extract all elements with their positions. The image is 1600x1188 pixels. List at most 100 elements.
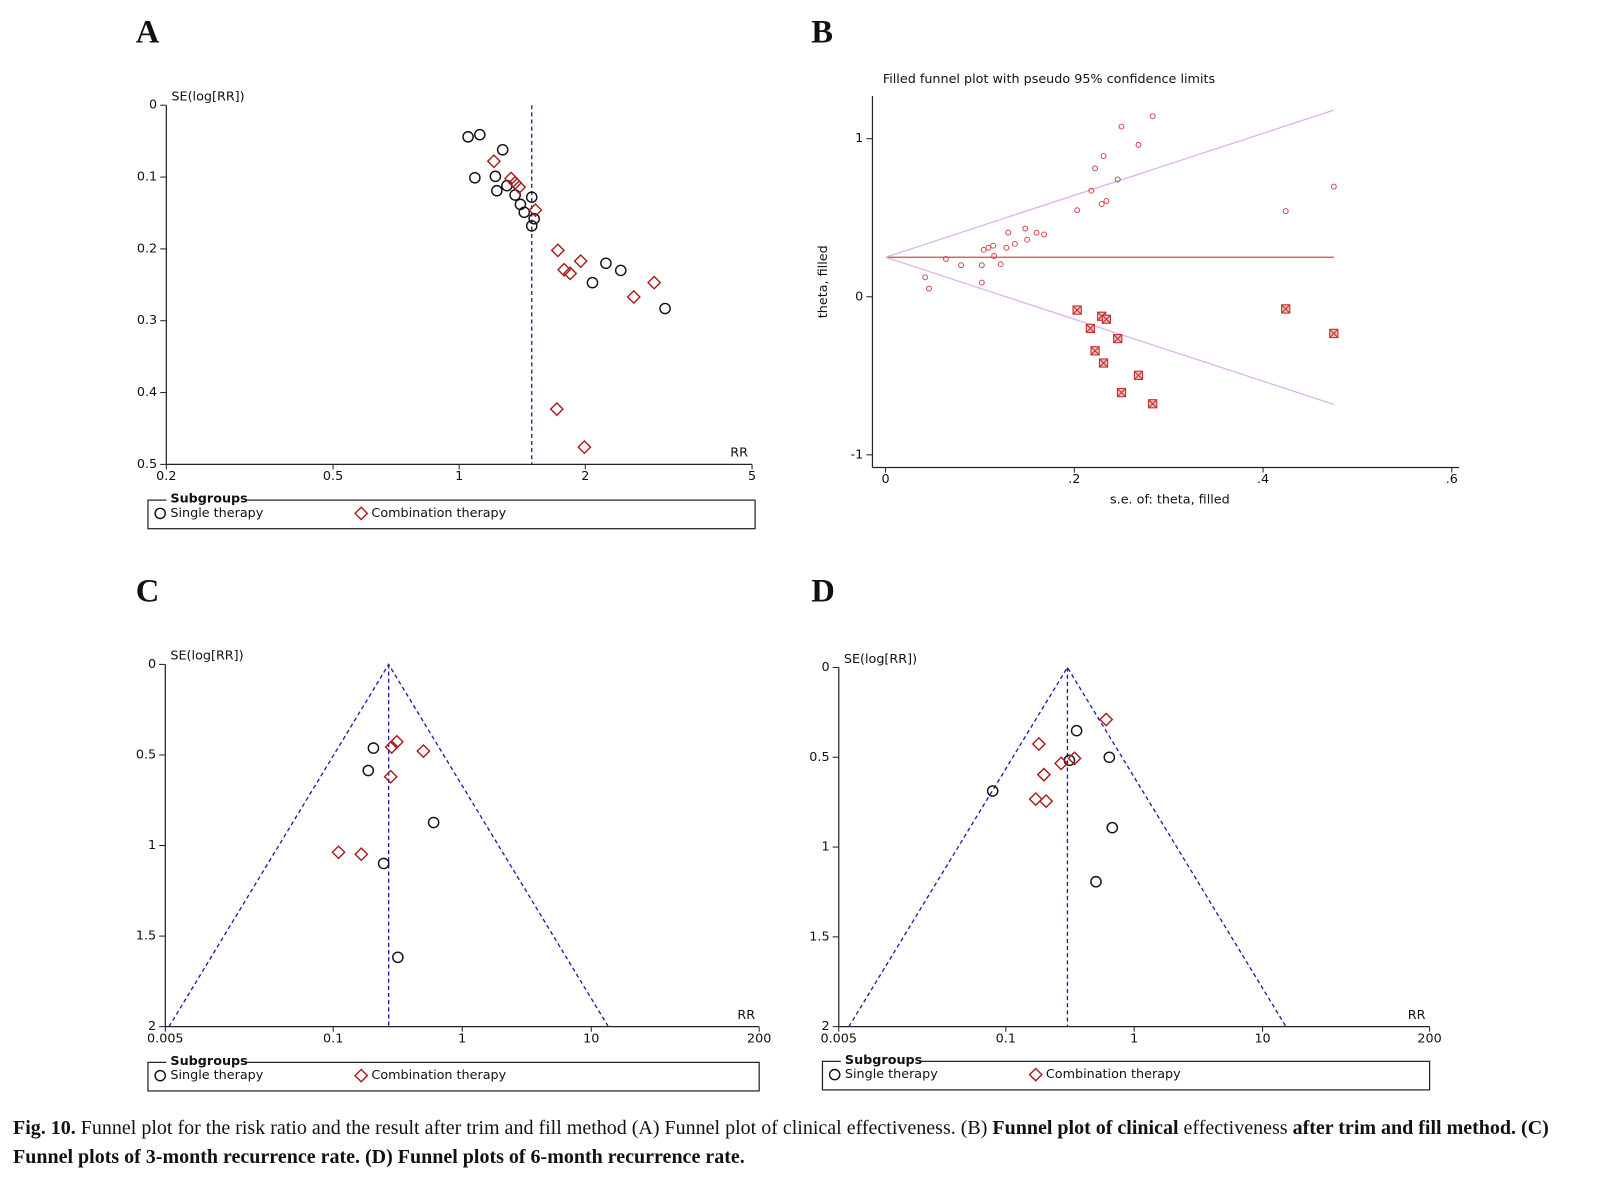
x-tick-label: 0.2 <box>156 469 176 484</box>
point <box>1067 751 1082 766</box>
legend-marker <box>354 1068 369 1083</box>
legend-label: Single therapy <box>845 1067 938 1082</box>
x-tick-label: 10 <box>583 1031 599 1046</box>
point <box>1038 793 1054 809</box>
legend-title-bg <box>166 1055 246 1069</box>
legend-box <box>821 1060 1431 1091</box>
panel-letter: D <box>811 574 835 610</box>
point <box>1098 358 1109 368</box>
point <box>1074 207 1081 214</box>
legend-marker <box>154 1069 167 1082</box>
point <box>586 276 599 289</box>
point <box>1103 198 1110 204</box>
point <box>354 847 369 862</box>
point <box>563 266 578 281</box>
point <box>577 440 592 455</box>
confidence-limit <box>885 109 1335 258</box>
x-tick-label: 200 <box>747 1031 771 1046</box>
point <box>573 253 588 269</box>
panel-letter: A <box>136 14 160 50</box>
y-tick-label: 0.5 <box>136 747 156 762</box>
point <box>1114 176 1121 183</box>
y-tick-label: 0.5 <box>137 457 157 472</box>
point <box>1003 244 1010 251</box>
point <box>384 739 399 755</box>
legend-marker <box>354 506 369 521</box>
y-tick-label: 0.3 <box>137 313 157 328</box>
point <box>1011 240 1018 247</box>
caption-segment: Funnel plot of clinical <box>992 1117 1179 1139</box>
point <box>614 264 627 277</box>
point <box>1281 304 1291 314</box>
point <box>469 171 481 184</box>
point <box>525 191 538 203</box>
point <box>1282 208 1289 215</box>
point <box>1033 229 1040 236</box>
point <box>986 785 999 797</box>
point <box>647 275 662 290</box>
panel: D 0 0.5 1 1.5 20.005 0.1 1 10 200 SE(log[RR]) RR Sub… <box>809 574 1442 1091</box>
y-tick-label: 0.2 <box>137 241 157 256</box>
point <box>1088 187 1095 194</box>
panel: B -1 0 1 0 .2 .4 .6 Filled funnel plot with pseu… <box>811 14 1460 508</box>
y-tick-label: 1 <box>855 131 863 146</box>
y-tick-label: 0.1 <box>137 170 157 185</box>
point <box>549 401 564 417</box>
point <box>1100 153 1107 160</box>
point <box>926 285 932 292</box>
point <box>1090 875 1102 888</box>
point <box>1092 165 1099 172</box>
point <box>550 243 565 258</box>
point <box>1099 712 1114 727</box>
caption-segment: effectiveness <box>1178 1117 1293 1139</box>
confidence-limit <box>885 256 1335 405</box>
point <box>496 143 509 156</box>
point <box>525 220 538 232</box>
legend-label: Combination therapy <box>371 1068 506 1083</box>
y-tick-label: 2 <box>148 1019 156 1034</box>
y-tick-label: 0.5 <box>809 750 829 765</box>
point <box>1024 236 1031 243</box>
point <box>1113 334 1123 344</box>
point <box>1106 821 1119 834</box>
x-tick-label: 0.005 <box>147 1031 184 1046</box>
point <box>978 262 985 269</box>
point <box>416 744 431 759</box>
y-tick-label: 1 <box>821 840 829 855</box>
legend-marker <box>828 1068 841 1081</box>
point <box>473 128 486 141</box>
legend-box <box>147 1061 760 1092</box>
legend-label: Single therapy <box>170 1068 263 1083</box>
x-tick-label: 2 <box>581 469 589 484</box>
y-axis-label: SE(log[RR]) <box>171 90 244 105</box>
point <box>528 202 543 218</box>
point <box>1148 399 1158 409</box>
point <box>462 131 474 143</box>
point <box>556 262 572 277</box>
point <box>528 212 540 225</box>
point <box>1330 183 1337 190</box>
panel-letter: B <box>811 14 833 50</box>
legend-title-bg <box>840 1054 921 1068</box>
y-tick-label: 0.4 <box>137 385 157 400</box>
legend-label: Single therapy <box>170 506 263 521</box>
x-tick-label: 0.1 <box>996 1031 1016 1046</box>
point <box>659 302 671 315</box>
y-tick-label: 0 <box>821 660 829 675</box>
point <box>990 242 997 249</box>
point <box>489 170 502 183</box>
point <box>626 289 641 305</box>
point <box>491 184 503 197</box>
legend-marker <box>154 507 167 520</box>
y-tick-label: 2 <box>821 1019 829 1034</box>
legend-label: Combination therapy <box>371 506 506 521</box>
point <box>1054 756 1069 771</box>
x-tick-label: .6 <box>1446 472 1458 487</box>
x-tick-label: 1 <box>455 469 463 484</box>
point <box>1005 229 1012 236</box>
x-tick-label: 0.5 <box>323 469 343 484</box>
point <box>392 951 404 964</box>
point <box>1101 314 1112 324</box>
point <box>922 274 929 281</box>
